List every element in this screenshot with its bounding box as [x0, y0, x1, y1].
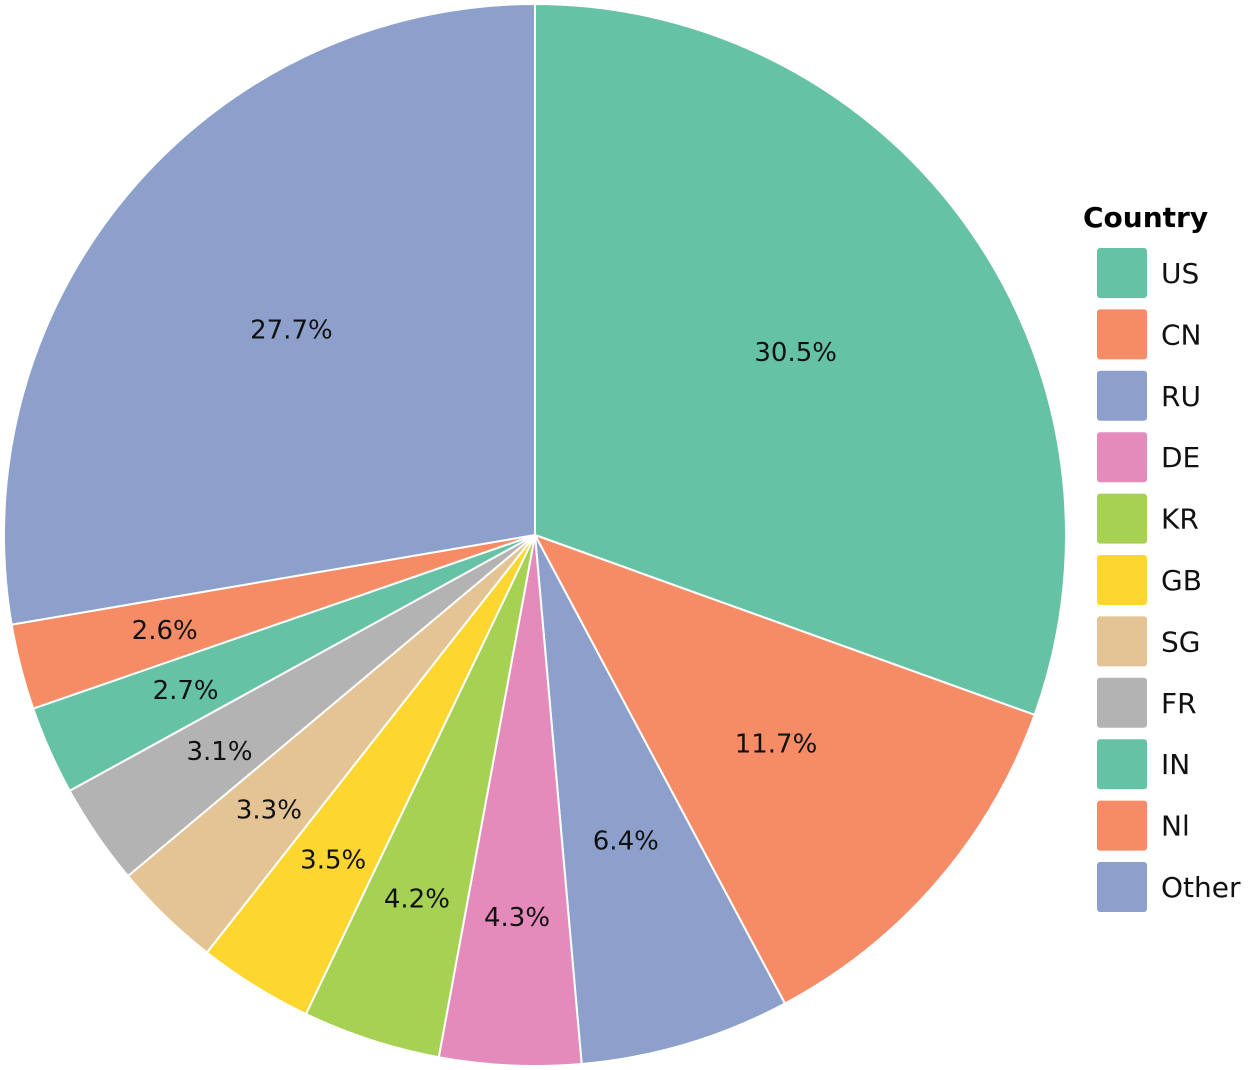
legend-label-us: US — [1161, 257, 1199, 290]
legend-swatch-gb — [1097, 555, 1147, 605]
legend-label-de: DE — [1161, 441, 1200, 474]
legend-swatch-other — [1097, 862, 1147, 912]
slice-label-ru: 6.4% — [593, 826, 659, 856]
legend-label-fr: FR — [1161, 687, 1197, 720]
legend-swatch-fr — [1097, 677, 1147, 728]
pie-slice-other — [3, 2, 536, 626]
pie-slice-labels: 30.5% 11.7% 6.4% 4.3% 4.2% 3.5% 3.3% 3.1% 2.7% 2.… — [132, 316, 837, 933]
legend-label-gb: GB — [1161, 564, 1202, 597]
slice-label-cn: 11.7% — [735, 729, 818, 759]
slice-label-kr: 4.2% — [384, 885, 450, 915]
slice-label-fr: 3.1% — [186, 737, 252, 767]
legend-items: US CN RU DE KR GB SG FR IN Nl Other — [1097, 248, 1241, 912]
pie-slice-us — [534, 2, 1067, 717]
legend-swatch-cn — [1097, 309, 1147, 360]
legend-label-kr: KR — [1161, 503, 1199, 536]
legend-label-nl: Nl — [1161, 810, 1190, 843]
legend: Country US CN RU DE KR GB SG FR IN Nl Other — [1083, 201, 1241, 912]
pie-slices — [3, 2, 1067, 1067]
legend-swatch-nl — [1097, 800, 1147, 851]
slice-label-sg: 3.3% — [236, 796, 302, 826]
legend-swatch-in — [1097, 739, 1147, 790]
legend-label-sg: SG — [1161, 625, 1200, 658]
pie-slice-ru — [534, 534, 787, 1066]
slice-label-de: 4.3% — [484, 903, 550, 933]
slice-label-gb: 3.5% — [300, 846, 366, 876]
legend-swatch-sg — [1097, 616, 1147, 667]
legend-swatch-kr — [1097, 493, 1147, 544]
legend-swatch-de — [1097, 432, 1147, 483]
legend-label-in: IN — [1161, 748, 1190, 781]
legend-swatch-ru — [1097, 370, 1147, 421]
legend-title: Country — [1083, 201, 1208, 234]
slice-label-us: 30.5% — [754, 338, 837, 368]
legend-label-cn: CN — [1161, 318, 1202, 351]
pie-slice-cn — [532, 533, 1036, 1005]
slice-label-other: 27.7% — [250, 316, 333, 346]
slice-label-in: 2.7% — [153, 676, 219, 706]
legend-label-ru: RU — [1161, 380, 1201, 413]
legend-swatch-us — [1097, 248, 1147, 298]
legend-label-other: Other — [1161, 871, 1241, 904]
slice-label-nl: 2.6% — [132, 616, 198, 646]
